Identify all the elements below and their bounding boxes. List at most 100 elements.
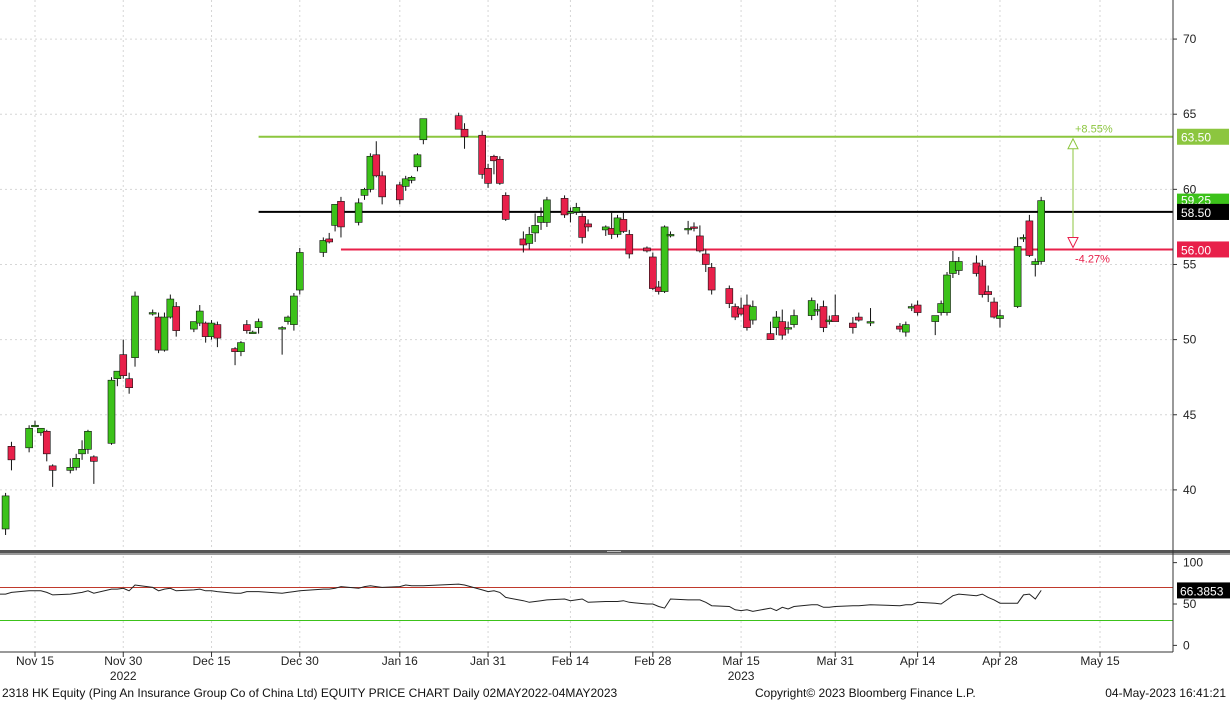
- candle: [90, 455, 98, 484]
- level-tag-bg: [1177, 128, 1229, 145]
- candle-body: [990, 301, 998, 318]
- candle-body: [978, 265, 987, 295]
- candle: [484, 163, 492, 188]
- candle-body: [360, 189, 369, 196]
- target-level-tag: 63.50: [1177, 128, 1229, 145]
- candle: [978, 259, 987, 298]
- candle: [190, 321, 198, 333]
- candle-body: [1037, 200, 1045, 262]
- candle-body: [831, 315, 840, 322]
- rsi-panel: 66.3853: [0, 582, 1230, 622]
- candle: [243, 320, 251, 334]
- candle-body: [107, 379, 116, 444]
- candle-body: [148, 312, 157, 315]
- candle: [984, 285, 993, 303]
- candle-body: [78, 449, 86, 455]
- candle: [543, 196, 551, 227]
- y-tick-label: 50: [1183, 333, 1197, 347]
- candle: [696, 225, 704, 253]
- candle: [42, 429, 51, 462]
- candle-body: [643, 247, 651, 252]
- candle-body: [248, 331, 257, 334]
- candle: [766, 321, 775, 340]
- x-tick-label: Dec 15: [193, 654, 231, 668]
- x-tick-label: Nov 15: [16, 654, 54, 668]
- candle-body: [378, 175, 386, 198]
- candle-body: [125, 378, 133, 389]
- copyright-text: Copyright© 2023 Bloomberg Finance L.P.: [755, 686, 976, 700]
- candle: [954, 256, 963, 275]
- candle-body: [460, 128, 469, 138]
- candle: [525, 226, 534, 250]
- candle: [913, 300, 922, 316]
- x-tick-label: Feb 14: [552, 654, 590, 668]
- x-tick-label: Feb 28: [634, 654, 672, 668]
- candle: [72, 453, 80, 471]
- candle: [902, 321, 910, 337]
- candle-body: [913, 304, 922, 313]
- candle-body: [454, 115, 463, 130]
- candle: [807, 297, 816, 321]
- candle: [501, 192, 510, 221]
- candle: [790, 309, 798, 328]
- stop-level-tag: 56.00: [1177, 241, 1229, 258]
- candle-body: [696, 235, 704, 252]
- current-level-label: 58.50: [1181, 206, 1211, 220]
- x-tick-label: Apr 14: [900, 654, 936, 668]
- candle: [278, 326, 286, 355]
- candle-body: [725, 288, 734, 304]
- candle-body: [243, 324, 251, 331]
- candle: [496, 156, 504, 185]
- timestamp: 04-May-2023 16:41:21: [1105, 686, 1226, 700]
- gridlines: [0, 0, 1173, 652]
- candle-body: [790, 315, 798, 325]
- candle-body: [954, 261, 963, 271]
- candle: [254, 318, 263, 334]
- candle-body: [195, 310, 204, 324]
- year-label: 2023: [728, 669, 755, 683]
- candle-body: [72, 458, 80, 468]
- up-arrow-head: [1067, 137, 1079, 150]
- candle: [407, 175, 416, 184]
- axes: [0, 0, 1230, 657]
- year-label: 2022: [110, 669, 137, 683]
- candle-body: [372, 154, 381, 177]
- rsi-line: [0, 583, 1042, 612]
- candle-body: [501, 195, 510, 220]
- candle: [78, 440, 86, 460]
- candle-body: [531, 225, 539, 234]
- candle: [1031, 258, 1040, 277]
- level-tag-bg: [1177, 203, 1229, 220]
- candle-body: [278, 327, 286, 330]
- security-description: 2318 HK Equity (Ping An Insurance Group …: [2, 686, 618, 700]
- down-arrow-head: [1067, 236, 1079, 249]
- y-tick-label: 55: [1183, 257, 1197, 271]
- rsi-tick-label: 100: [1183, 556, 1203, 570]
- candle: [237, 341, 245, 357]
- candle: [701, 249, 710, 272]
- candle: [248, 330, 257, 334]
- candle: [460, 123, 469, 149]
- candle-body: [213, 324, 222, 339]
- level-tag-label: 56.00: [1181, 243, 1211, 257]
- candle: [31, 420, 39, 428]
- y-tick-label: 65: [1183, 107, 1197, 121]
- candle: [831, 294, 840, 322]
- candle-body: [66, 467, 75, 471]
- level-tag-label: 63.50: [1181, 131, 1211, 145]
- axis-labels: 40 45 50 55 60 65 70 0 50 100 Nov 15 Nov 30 Dec 15 De…: [16, 32, 1203, 683]
- candle-body: [290, 295, 298, 325]
- rsi-last-tag-label: 66.3853: [1180, 584, 1224, 598]
- candle: [7, 441, 16, 471]
- candle: [354, 198, 363, 226]
- candle: [1, 492, 10, 535]
- candle-body: [666, 234, 675, 237]
- candle-body: [707, 267, 716, 291]
- candle-body: [819, 306, 828, 328]
- rsi-last-tag-bg: [1177, 582, 1230, 599]
- candle-body: [943, 274, 951, 313]
- candle-body: [48, 465, 57, 471]
- chart-background: [0, 0, 1230, 684]
